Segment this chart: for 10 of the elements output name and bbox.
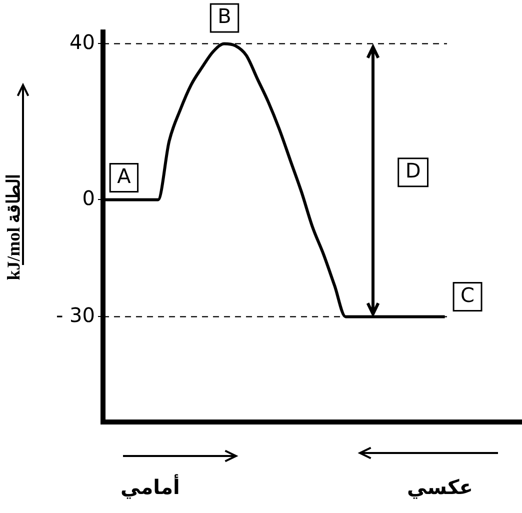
y-tick-label: - 30 [56, 302, 95, 327]
annotation: D [405, 158, 421, 183]
text: B [218, 4, 232, 28]
text: أمامي [120, 474, 180, 500]
annotation: A [117, 164, 132, 188]
y-axis-title: kJ/mol الطاقة [3, 174, 24, 280]
y-tick-label: 40 [70, 30, 95, 54]
annotation: C [460, 282, 475, 307]
text: عكسي [407, 474, 473, 500]
y-tick-label: 0 [82, 186, 95, 210]
